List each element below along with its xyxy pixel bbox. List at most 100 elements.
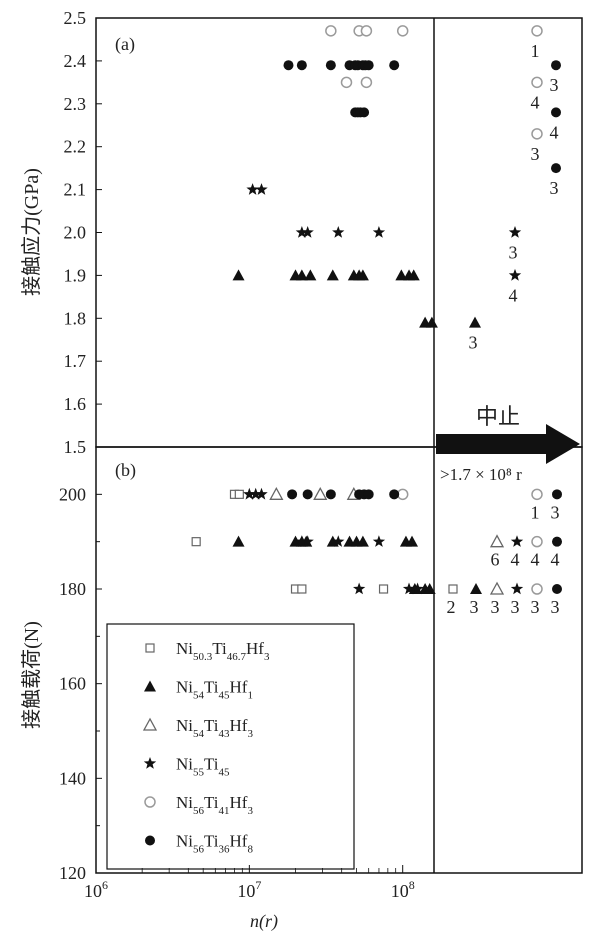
data-point [356, 535, 369, 547]
data-point [411, 582, 424, 595]
legend-marker [145, 643, 155, 653]
suspended-point [469, 316, 481, 328]
legend-marker [144, 680, 156, 692]
data-point [360, 76, 373, 89]
suspended-count: 6 [491, 550, 500, 570]
data-point [255, 487, 268, 500]
suspended-point [531, 535, 543, 548]
y-tick-label-a: 2.1 [64, 180, 87, 200]
data-point [378, 584, 389, 594]
data-point [325, 25, 337, 37]
data-point [356, 269, 369, 281]
data-point [249, 487, 262, 500]
data-point [363, 60, 374, 71]
legend-box [106, 623, 355, 870]
data-point [283, 60, 294, 71]
x-tick-label: 108 [391, 878, 415, 901]
data-point [302, 489, 313, 500]
suspended-count: 4 [550, 122, 559, 142]
suspended-point [551, 60, 561, 71]
suspended-point [489, 581, 505, 595]
data-point [372, 535, 386, 547]
panel-b-frame [95, 446, 583, 874]
data-point [269, 486, 284, 500]
y-tick-label-a: 2.0 [64, 223, 87, 243]
legend-label: Ni55Ti45 [176, 755, 230, 779]
suspended-point [552, 489, 562, 500]
data-point [296, 60, 307, 71]
data-point [297, 584, 307, 594]
data-point [425, 316, 438, 328]
data-point [406, 535, 419, 547]
legend-label: Ni54Ti43Hf3 [176, 716, 253, 740]
y-tick-label-a: 1.5 [64, 437, 87, 457]
suspended-point [489, 534, 505, 548]
suspended-point [552, 536, 562, 547]
suspended-count: 3 [491, 597, 500, 617]
legend-marker [142, 717, 158, 731]
data-point [304, 269, 317, 281]
y-tick-label-a: 1.9 [64, 265, 87, 285]
legend-label: Ni50.3Ti46.7Hf3 [176, 639, 270, 663]
y-tick-label-b: 160 [59, 674, 86, 694]
y-axis-title-b: 接触载荷(N) [20, 621, 43, 729]
suspended-count: 3 [509, 243, 518, 263]
data-point [326, 269, 339, 281]
data-point [340, 76, 353, 89]
data-point [234, 489, 244, 499]
data-point [313, 486, 328, 500]
data-point [191, 537, 201, 547]
suspended-point [531, 25, 543, 37]
suspended-point [510, 535, 524, 547]
y-tick-label-a: 2.5 [64, 8, 87, 28]
data-point [232, 269, 245, 281]
legend-marker [143, 757, 157, 769]
suspended-point [448, 584, 458, 594]
data-point [325, 60, 336, 71]
data-point [243, 487, 256, 500]
y-tick-label-a: 2.2 [64, 137, 87, 157]
suspended-count: 4 [551, 550, 560, 570]
legend-label: Ni56Ti41Hf3 [176, 793, 253, 817]
suspended-point [510, 582, 524, 595]
data-point [325, 489, 336, 500]
legend-label: Ni54Ti45Hf1 [176, 678, 253, 702]
suspended-point [531, 76, 543, 89]
suspended-count: 3 [511, 597, 520, 617]
legend-marker [144, 796, 156, 808]
suspension-label: 中止 [476, 405, 520, 430]
x-axis-title: n(r) [250, 911, 278, 932]
y-axis-title-a: 接触应力(GPa) [20, 168, 43, 296]
legend-marker [145, 835, 155, 846]
suspended-count: 3 [470, 597, 479, 617]
suspended-count: 4 [509, 285, 518, 305]
data-point [301, 226, 314, 238]
y-tick-label-b: 180 [59, 579, 86, 599]
y-tick-label-a: 2.3 [64, 94, 87, 114]
y-tick-label-a: 2.4 [64, 51, 87, 71]
suspended-count: 3 [551, 597, 560, 617]
suspended-count: 2 [447, 597, 456, 617]
suspension-arrow [436, 424, 580, 464]
legend-label: Ni56Ti36Hf8 [176, 832, 253, 856]
data-point [332, 535, 345, 547]
suspended-point [531, 488, 543, 501]
suspended-point [551, 163, 561, 174]
x-tick-label: 106 [84, 878, 108, 901]
suspended-count: 1 [531, 502, 540, 522]
data-point [396, 488, 409, 501]
data-point [246, 183, 259, 195]
suspended-point [508, 226, 522, 238]
data-point [295, 269, 308, 281]
y-tick-label-a: 1.7 [64, 351, 87, 371]
data-point [395, 269, 408, 281]
data-point [301, 535, 314, 547]
suspended-count: 3 [550, 75, 559, 95]
data-point [295, 226, 308, 238]
data-point [402, 582, 416, 595]
data-point [363, 489, 374, 500]
suspension-threshold: >1.7 × 10⁸ r [440, 465, 522, 484]
y-tick-label-a: 1.6 [64, 394, 87, 414]
data-point [396, 25, 409, 37]
